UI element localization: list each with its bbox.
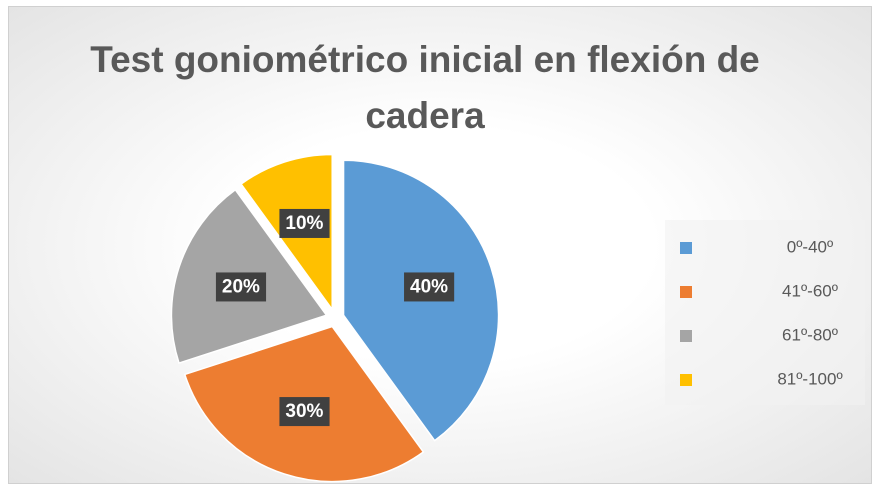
data-label-box [215, 272, 267, 302]
legend-label: 81º-100º [777, 369, 842, 388]
legend-label: 0º-40º [787, 237, 833, 256]
data-label-box [279, 397, 330, 427]
data-label: 20% [222, 276, 260, 297]
legend-box [665, 220, 865, 405]
data-label: 40% [410, 276, 448, 297]
legend-marker [680, 330, 692, 342]
legend-marker [680, 374, 692, 386]
data-label: 10% [285, 213, 323, 234]
data-label: 30% [285, 401, 323, 422]
data-label-box [279, 208, 330, 238]
data-label-box [404, 272, 455, 302]
legend-marker [680, 242, 692, 254]
legend-marker [680, 286, 692, 298]
legend-label: 41º-60º [782, 281, 838, 300]
chart-title: Test goniométrico inicial en flexión de … [90, 39, 760, 136]
legend-label: 61º-80º [782, 325, 838, 344]
